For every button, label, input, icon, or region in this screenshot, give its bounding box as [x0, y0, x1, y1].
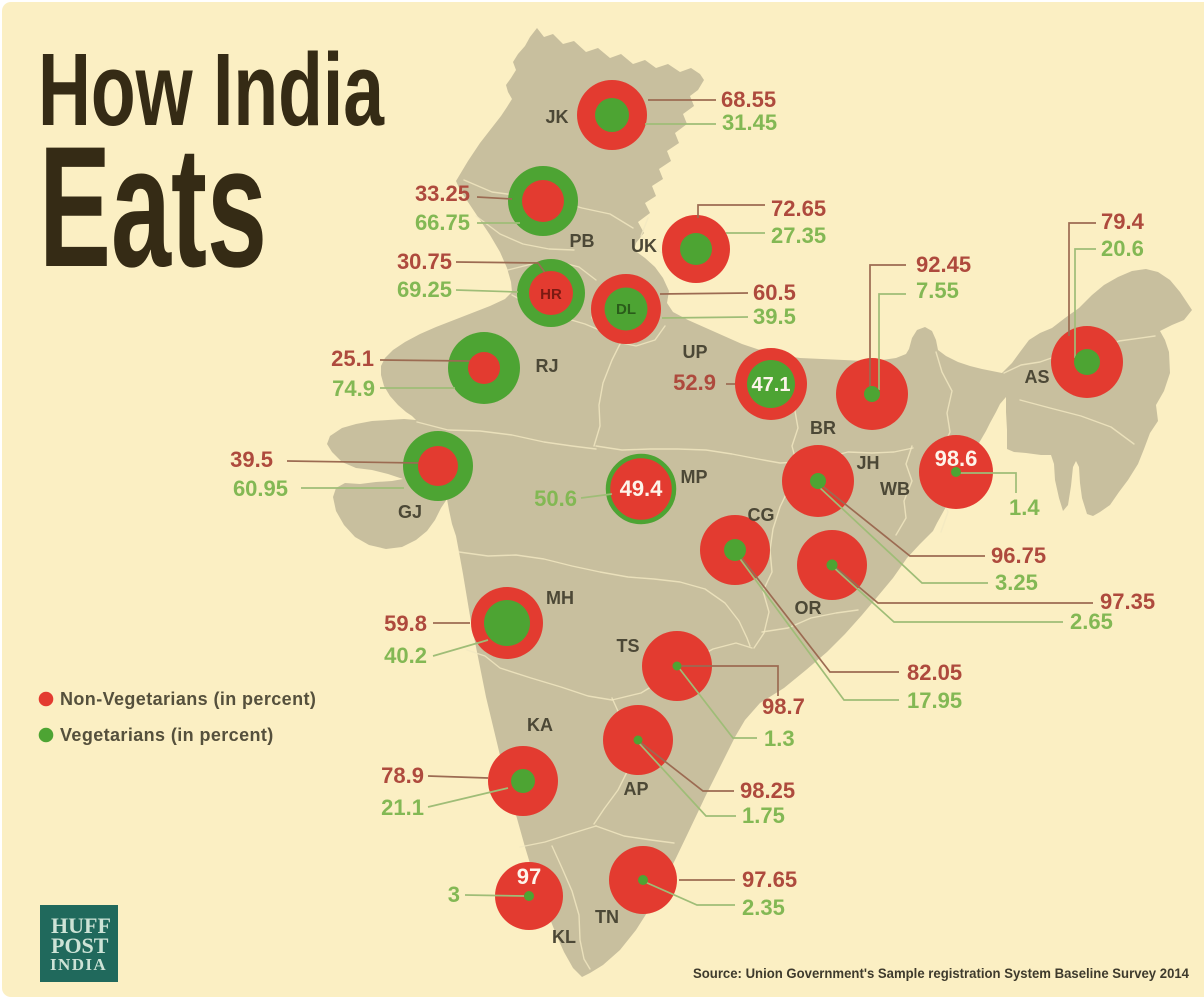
svg-text:59.8: 59.8 [384, 611, 427, 636]
svg-text:MH: MH [546, 588, 574, 608]
svg-text:TN: TN [595, 907, 619, 927]
svg-text:1.75: 1.75 [742, 803, 785, 828]
svg-text:Vegetarians (in percent): Vegetarians (in percent) [60, 725, 274, 745]
svg-text:GJ: GJ [398, 502, 422, 522]
svg-text:Source: Union Government's Sam: Source: Union Government's Sample regist… [693, 966, 1189, 981]
svg-text:KA: KA [527, 715, 553, 735]
svg-text:MP: MP [681, 467, 708, 487]
svg-text:39.5: 39.5 [230, 447, 273, 472]
svg-text:33.25: 33.25 [415, 181, 470, 206]
svg-text:KL: KL [552, 927, 576, 947]
svg-text:UK: UK [631, 236, 657, 256]
svg-text:3.25: 3.25 [995, 570, 1038, 595]
svg-text:98.6: 98.6 [935, 446, 978, 471]
svg-text:TS: TS [616, 636, 639, 656]
svg-text:RJ: RJ [535, 356, 558, 376]
svg-text:78.9: 78.9 [381, 763, 424, 788]
svg-text:68.55: 68.55 [721, 87, 776, 112]
svg-text:1.3: 1.3 [764, 726, 795, 751]
svg-text:21.1: 21.1 [381, 795, 424, 820]
svg-text:INDIA: INDIA [50, 955, 107, 974]
svg-text:JK: JK [545, 107, 568, 127]
svg-text:31.45: 31.45 [722, 110, 777, 135]
svg-text:97: 97 [517, 864, 541, 889]
svg-text:How India: How India [38, 32, 385, 147]
svg-text:92.45: 92.45 [916, 252, 971, 277]
svg-text:66.75: 66.75 [415, 210, 470, 235]
svg-text:3: 3 [448, 882, 460, 907]
svg-text:2.35: 2.35 [742, 895, 785, 920]
svg-text:POST: POST [51, 933, 109, 958]
svg-text:97.35: 97.35 [1100, 589, 1155, 614]
svg-text:49.4: 49.4 [620, 476, 664, 501]
svg-text:69.25: 69.25 [397, 277, 452, 302]
svg-text:17.95: 17.95 [907, 688, 962, 713]
svg-text:60.95: 60.95 [233, 476, 288, 501]
svg-text:2.65: 2.65 [1070, 609, 1113, 634]
svg-text:30.75: 30.75 [397, 249, 452, 274]
svg-text:52.9: 52.9 [673, 370, 716, 395]
svg-text:60.5: 60.5 [753, 280, 796, 305]
svg-text:74.9: 74.9 [332, 376, 375, 401]
svg-text:72.65: 72.65 [771, 196, 826, 221]
svg-text:AP: AP [623, 779, 648, 799]
svg-text:98.7: 98.7 [762, 694, 805, 719]
svg-text:96.75: 96.75 [991, 543, 1046, 568]
svg-text:UP: UP [682, 342, 707, 362]
svg-text:OR: OR [795, 598, 822, 618]
svg-text:40.2: 40.2 [384, 643, 427, 668]
svg-text:PB: PB [569, 231, 594, 251]
svg-text:79.4: 79.4 [1101, 209, 1145, 234]
svg-text:97.65: 97.65 [742, 867, 797, 892]
svg-text:50.6: 50.6 [534, 486, 577, 511]
svg-text:98.25: 98.25 [740, 778, 795, 803]
svg-text:39.5: 39.5 [753, 304, 796, 329]
svg-text:DL: DL [616, 301, 636, 318]
svg-text:20.6: 20.6 [1101, 236, 1144, 261]
svg-text:7.55: 7.55 [916, 278, 959, 303]
svg-text:47.1: 47.1 [752, 374, 791, 396]
svg-text:BR: BR [810, 418, 836, 438]
svg-text:Eats: Eats [39, 111, 267, 303]
svg-text:82.05: 82.05 [907, 660, 962, 685]
svg-text:HR: HR [540, 286, 562, 303]
svg-text:WB: WB [880, 479, 910, 499]
svg-text:1.4: 1.4 [1009, 495, 1040, 520]
svg-text:CG: CG [748, 505, 775, 525]
svg-text:AS: AS [1024, 367, 1049, 387]
svg-text:25.1: 25.1 [331, 346, 374, 371]
svg-text:JH: JH [856, 453, 879, 473]
svg-text:HUFF: HUFF [51, 913, 111, 938]
svg-text:27.35: 27.35 [771, 223, 826, 248]
svg-text:Non-Vegetarians (in percent): Non-Vegetarians (in percent) [60, 689, 316, 709]
